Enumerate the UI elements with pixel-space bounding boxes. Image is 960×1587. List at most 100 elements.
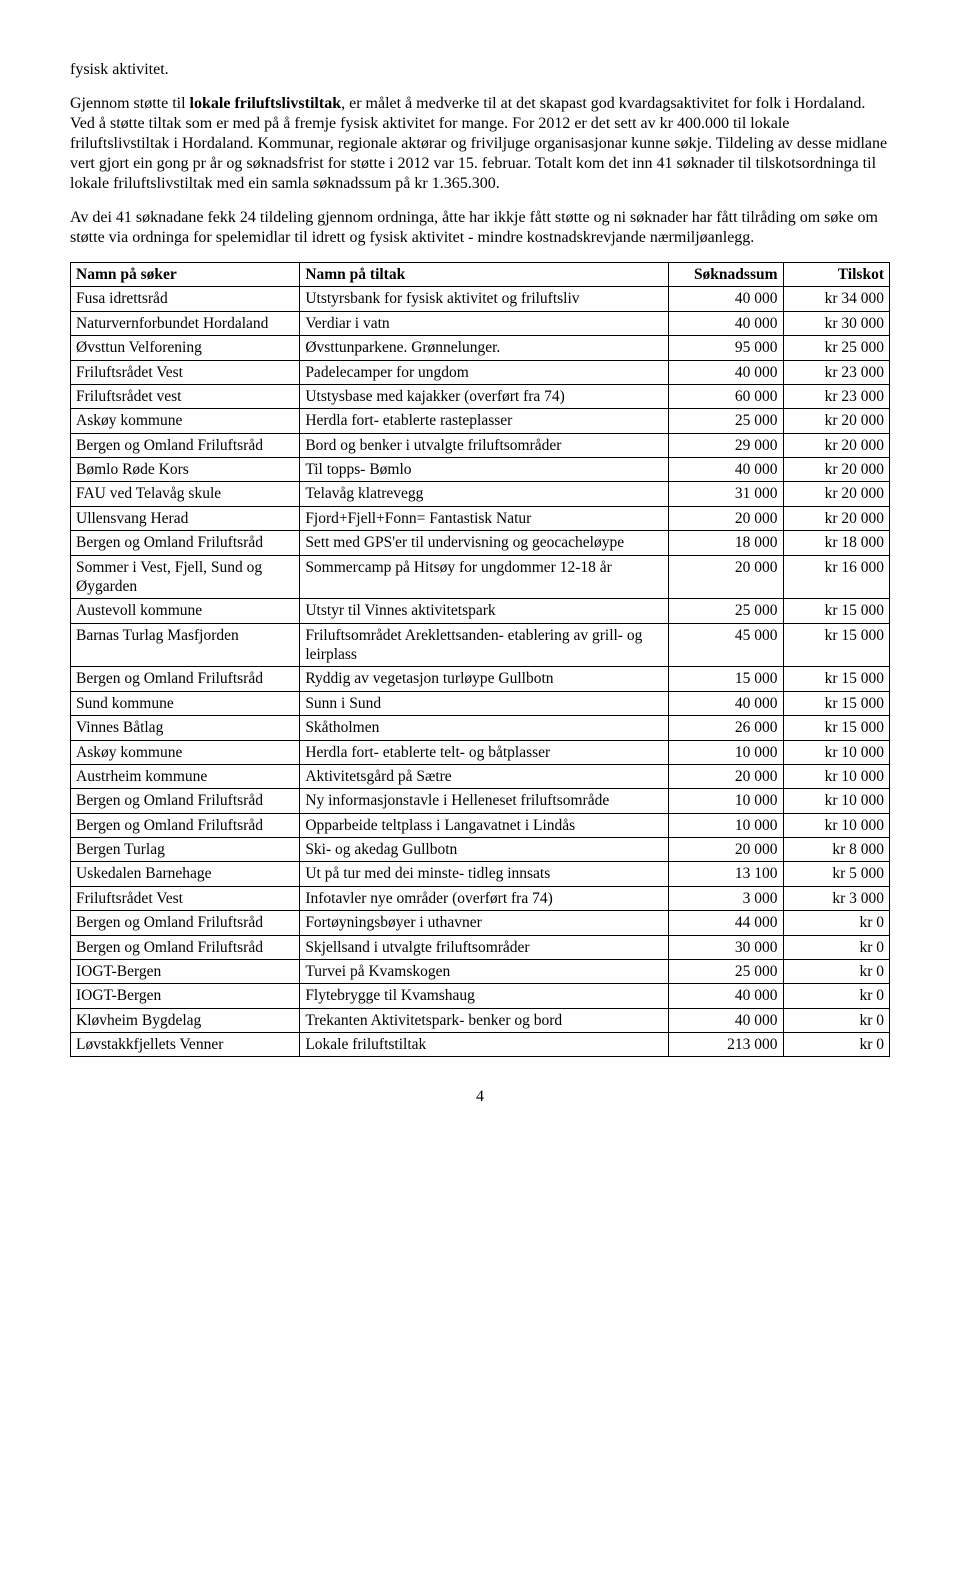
table-row: Bømlo Røde KorsTil topps- Bømlo40 000kr … [71,458,890,482]
cell-measure: Ryddig av vegetasjon turløype Gullbotn [300,667,669,691]
cell-applied: 40 000 [668,287,783,311]
table-row: IOGT-BergenTurvei på Kvamskogen25 000kr … [71,959,890,983]
cell-grant: kr 0 [783,959,889,983]
cell-applicant: Austevoll kommune [71,599,300,623]
cell-measure: Herdla fort- etablerte rasteplasser [300,409,669,433]
table-row: Bergen og Omland FriluftsrådNy informasj… [71,789,890,813]
cell-grant: kr 15 000 [783,623,889,667]
cell-applied: 213 000 [668,1033,783,1057]
cell-measure: Padelecamper for ungdom [300,360,669,384]
cell-measure: Sett med GPS'er til undervisning og geoc… [300,531,669,555]
cell-measure: Lokale friluftstiltak [300,1033,669,1057]
table-row: Kløvheim BygdelagTrekanten Aktivitetspar… [71,1008,890,1032]
cell-measure: Flytebrygge til Kvamshaug [300,984,669,1008]
cell-grant: kr 15 000 [783,599,889,623]
cell-measure: Infotavler nye områder (overført fra 74) [300,886,669,910]
cell-grant: kr 0 [783,935,889,959]
cell-applied: 10 000 [668,789,783,813]
cell-measure: Verdiar i vatn [300,311,669,335]
cell-applicant: Løvstakkfjellets Venner [71,1033,300,1057]
cell-applied: 18 000 [668,531,783,555]
header-applied: Søknadssum [668,263,783,287]
cell-applicant: Bergen Turlag [71,838,300,862]
cell-grant: kr 15 000 [783,667,889,691]
cell-measure: Aktivitetsgård på Sætre [300,764,669,788]
cell-measure: Telavåg klatrevegg [300,482,669,506]
cell-measure: Ut på tur med dei minste- tidleg innsats [300,862,669,886]
cell-applied: 44 000 [668,911,783,935]
cell-measure: Trekanten Aktivitetspark- benker og bord [300,1008,669,1032]
table-row: Ullensvang HeradFjord+Fjell+Fonn= Fantas… [71,506,890,530]
cell-grant: kr 8 000 [783,838,889,862]
cell-applicant: Naturvernforbundet Hordaland [71,311,300,335]
cell-grant: kr 16 000 [783,555,889,599]
cell-applied: 40 000 [668,691,783,715]
table-row: Bergen og Omland FriluftsrådOpparbeide t… [71,813,890,837]
table-header-row: Namn på søker Namn på tiltak Søknadssum … [71,263,890,287]
cell-measure: Herdla fort- etablerte telt- og båtplass… [300,740,669,764]
cell-applied: 45 000 [668,623,783,667]
table-row: Friluftsrådet VestInfotavler nye områder… [71,886,890,910]
cell-applied: 40 000 [668,311,783,335]
intro-lead: fysisk aktivitet. [70,60,890,80]
cell-applied: 60 000 [668,384,783,408]
cell-grant: kr 10 000 [783,764,889,788]
para1-a: Gjennom støtte til [70,95,190,112]
cell-grant: kr 34 000 [783,287,889,311]
cell-applied: 15 000 [668,667,783,691]
table-row: Uskedalen BarnehageUt på tur med dei min… [71,862,890,886]
cell-applied: 29 000 [668,433,783,457]
cell-applicant: Bergen og Omland Friluftsråd [71,531,300,555]
cell-grant: kr 20 000 [783,409,889,433]
cell-grant: kr 15 000 [783,716,889,740]
cell-applied: 20 000 [668,506,783,530]
cell-applicant: Kløvheim Bygdelag [71,1008,300,1032]
cell-applied: 10 000 [668,813,783,837]
cell-applied: 95 000 [668,336,783,360]
table-row: Askøy kommuneHerdla fort- etablerte telt… [71,740,890,764]
table-row: Bergen og Omland FriluftsrådSkjellsand i… [71,935,890,959]
cell-measure: Utstysbase med kajakker (overført fra 74… [300,384,669,408]
cell-applied: 26 000 [668,716,783,740]
cell-measure: Skåtholmen [300,716,669,740]
cell-applied: 20 000 [668,838,783,862]
table-row: Naturvernforbundet HordalandVerdiar i va… [71,311,890,335]
header-measure: Namn på tiltak [300,263,669,287]
cell-applicant: FAU ved Telavåg skule [71,482,300,506]
cell-measure: Friluftsområdet Areklettsanden- etableri… [300,623,669,667]
header-applicant: Namn på søker [71,263,300,287]
cell-applicant: IOGT-Bergen [71,984,300,1008]
cell-applicant: Friluftsrådet Vest [71,886,300,910]
cell-applied: 3 000 [668,886,783,910]
cell-grant: kr 10 000 [783,789,889,813]
cell-applied: 13 100 [668,862,783,886]
cell-grant: kr 15 000 [783,691,889,715]
cell-applicant: Austrheim kommune [71,764,300,788]
cell-grant: kr 30 000 [783,311,889,335]
table-row: Løvstakkfjellets VennerLokale friluftsti… [71,1033,890,1057]
table-row: Bergen og Omland FriluftsrådFortøyningsb… [71,911,890,935]
cell-measure: Bord og benker i utvalgte friluftsområde… [300,433,669,457]
table-row: Friluftsrådet vestUtstysbase med kajakke… [71,384,890,408]
cell-applicant: Askøy kommune [71,409,300,433]
table-row: Bergen og Omland FriluftsrådRyddig av ve… [71,667,890,691]
cell-measure: Opparbeide teltplass i Langavatnet i Lin… [300,813,669,837]
cell-applicant: Ullensvang Herad [71,506,300,530]
cell-grant: kr 10 000 [783,740,889,764]
table-row: Austrheim kommuneAktivitetsgård på Sætre… [71,764,890,788]
cell-applied: 25 000 [668,409,783,433]
cell-grant: kr 10 000 [783,813,889,837]
cell-applied: 30 000 [668,935,783,959]
cell-measure: Ny informasjonstavle i Helleneset friluf… [300,789,669,813]
cell-grant: kr 20 000 [783,433,889,457]
cell-grant: kr 20 000 [783,506,889,530]
cell-applied: 20 000 [668,764,783,788]
table-row: Bergen TurlagSki- og akedag Gullbotn20 0… [71,838,890,862]
cell-measure: Utstyrsbank for fysisk aktivitet og fril… [300,287,669,311]
cell-grant: kr 5 000 [783,862,889,886]
page-number: 4 [70,1087,890,1107]
table-row: Bergen og Omland FriluftsrådSett med GPS… [71,531,890,555]
cell-measure: Øvsttunparkene. Grønnelunger. [300,336,669,360]
cell-applicant: Øvsttun Velforening [71,336,300,360]
cell-applicant: Bømlo Røde Kors [71,458,300,482]
